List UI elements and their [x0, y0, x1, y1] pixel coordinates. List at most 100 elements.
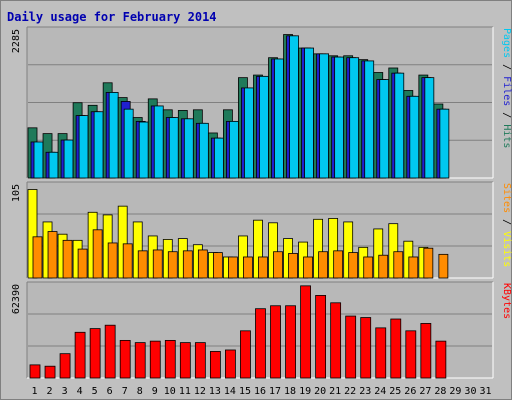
- panel-hits-files-pages: 2285 Pages / Files / Hits: [11, 26, 512, 179]
- bar-sites-day-23: [363, 256, 374, 279]
- bar-pages-day-6: [108, 92, 119, 179]
- bar-sites-day-8: [137, 250, 148, 279]
- bar-kbytes-day-18: [285, 305, 296, 379]
- bar-kbytes-day-3: [59, 353, 71, 379]
- x-tick-label: 3: [62, 386, 68, 397]
- x-tick-label: 9: [152, 386, 158, 397]
- axis-label-part: /: [501, 213, 512, 231]
- x-tick-label: 13: [209, 386, 221, 397]
- chart-panels: 2285 Pages / Files / Hits 105 Sites / Visit…: [11, 26, 512, 379]
- x-tick-label: 8: [137, 386, 143, 397]
- bar-pages-day-13: [213, 137, 224, 179]
- x-tick-label: 12: [194, 386, 206, 397]
- bar-kbytes-day-24: [375, 327, 387, 379]
- bar-kbytes-day-4: [74, 331, 86, 379]
- bar-visits-day-25: [388, 223, 399, 279]
- axis-label-part: Sites: [501, 183, 512, 213]
- bar-pages-day-8: [138, 121, 149, 179]
- x-tick-label: 7: [122, 386, 128, 397]
- bar-pages-day-14: [229, 120, 239, 179]
- bar-kbytes-day-17: [270, 305, 281, 379]
- x-tick-label: 14: [224, 386, 236, 397]
- bar-pages-day-12: [198, 122, 209, 179]
- bar-pages-day-2: [48, 151, 59, 179]
- bar-kbytes-day-13: [209, 351, 221, 379]
- bar-pages-day-19: [304, 47, 314, 179]
- bar-sites-day-17: [273, 251, 283, 279]
- axis-label-part: Hits: [501, 124, 512, 148]
- bar-pages-day-20: [319, 53, 330, 179]
- bar-kbytes-day-20: [315, 295, 327, 379]
- bar-visits-day-16: [253, 219, 263, 279]
- bar-sites-day-19: [303, 256, 313, 279]
- bar-visits-day-7: [117, 205, 128, 279]
- bar-sites-day-13: [212, 252, 223, 279]
- bar-sites-day-7: [122, 243, 133, 279]
- bar-kbytes-day-1: [29, 364, 41, 379]
- x-tick-label: 2: [47, 386, 53, 397]
- x-axis-labels: 1 2 3 4 5 6 7 8 9 10 11 12 13 14 15 16 17 18 19 20 21 22 23 24 2…: [32, 386, 492, 397]
- x-tick-label: 18: [284, 386, 296, 397]
- bar-pages-day-4: [78, 115, 89, 179]
- bar-kbytes-day-5: [89, 328, 101, 379]
- bar-kbytes-day-25: [390, 318, 402, 379]
- bar-pages-day-25: [394, 72, 405, 179]
- axis-label-part: /: [501, 106, 512, 124]
- bar-sites-day-27: [423, 247, 434, 279]
- x-tick-label: 23: [359, 386, 371, 397]
- x-tick-label: 28: [434, 386, 446, 397]
- bar-kbytes-day-28: [435, 340, 447, 379]
- panel-axis-label: KBytes: [501, 283, 512, 319]
- bar-kbytes-day-2: [44, 365, 56, 379]
- bar-kbytes-day-21: [330, 302, 342, 379]
- bar-sites-day-16: [258, 256, 268, 279]
- x-tick-label: 31: [479, 386, 491, 397]
- y-max-label: 2285: [11, 29, 22, 53]
- x-tick-label: 10: [164, 386, 176, 397]
- bar-visits-day-8: [132, 221, 143, 279]
- y-max-label: 105: [11, 184, 22, 202]
- bar-pages-day-27: [424, 77, 435, 179]
- bar-kbytes-day-6: [104, 324, 116, 379]
- bar-pages-day-22: [349, 57, 360, 179]
- bar-pages-day-3: [63, 139, 74, 179]
- chart-title: Daily usage for February 2014: [7, 10, 217, 24]
- axis-label-part: Visits: [501, 231, 512, 267]
- x-tick-label: 15: [239, 386, 251, 397]
- bars-hits-files-pages: [27, 34, 450, 179]
- bar-sites-day-25: [393, 251, 404, 279]
- bar-pages-day-1: [33, 141, 44, 179]
- x-tick-label: 29: [449, 386, 461, 397]
- bar-sites-day-22: [348, 252, 359, 279]
- bar-visits-day-24: [373, 228, 384, 279]
- bar-sites-day-18: [288, 253, 298, 279]
- bars-visits-sites: [27, 189, 449, 279]
- bar-pages-day-15: [244, 87, 254, 179]
- bar-kbytes-day-8: [134, 342, 146, 379]
- bar-visits-day-1: [27, 189, 38, 279]
- bar-pages-day-7: [123, 108, 134, 179]
- panel-axis-label: Pages / Files / Hits: [501, 28, 512, 148]
- panel-visits-sites: 105 Sites / Visits: [11, 181, 512, 279]
- bar-pages-day-23: [364, 60, 375, 179]
- bar-pages-day-28: [439, 108, 450, 179]
- x-tick-label: 26: [404, 386, 416, 397]
- bars-kbytes: [29, 285, 447, 379]
- axis-label-part: Pages: [501, 28, 512, 58]
- x-tick-label: 1: [32, 386, 38, 397]
- bar-kbytes-day-14: [225, 349, 236, 379]
- x-tick-label: 16: [254, 386, 266, 397]
- bar-sites-day-12: [197, 249, 208, 279]
- axis-label-part: /: [501, 58, 512, 76]
- bar-visits-day-21: [328, 218, 339, 279]
- bar-visits-day-20: [313, 218, 324, 279]
- axis-label-part: KBytes: [501, 283, 512, 319]
- axis-label-part: Files: [501, 76, 512, 106]
- bar-sites-day-10: [167, 251, 178, 279]
- x-tick-label: 20: [314, 386, 326, 397]
- bar-pages-day-5: [93, 111, 104, 179]
- x-tick-label: 6: [107, 386, 113, 397]
- bar-sites-day-24: [378, 254, 389, 279]
- bar-sites-day-20: [318, 251, 329, 279]
